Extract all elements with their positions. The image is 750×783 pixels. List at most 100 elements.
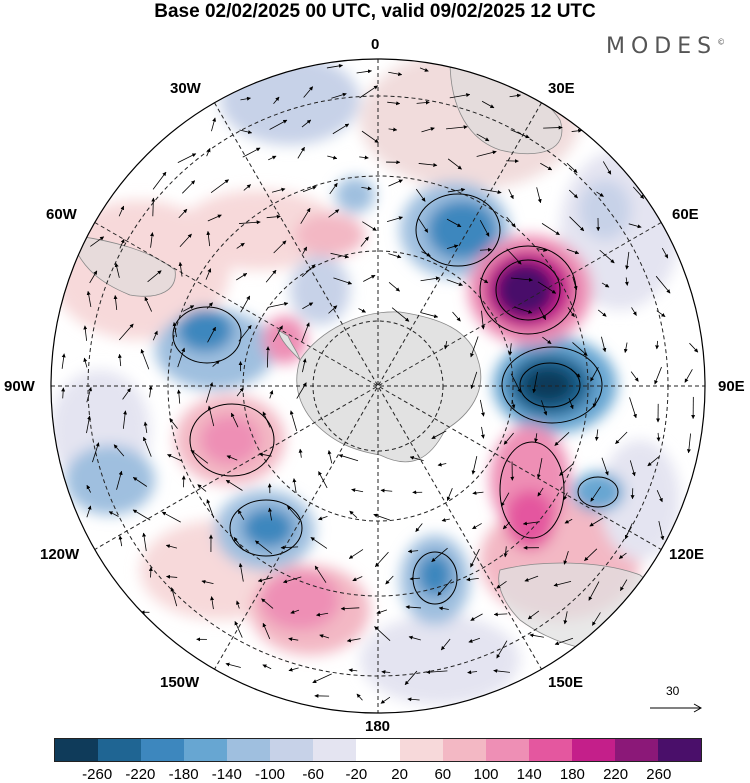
wind-vector (569, 216, 585, 232)
wind-vector (239, 129, 253, 134)
wind-vector (236, 387, 244, 397)
wind-vector (656, 432, 661, 442)
wind-vector (447, 158, 462, 170)
wind-vector (480, 188, 502, 195)
field-layer (51, 59, 705, 713)
wind-vector (418, 163, 438, 167)
wind-vector (287, 505, 301, 521)
wind-vector (288, 667, 299, 672)
wind-vector (166, 574, 178, 579)
wind-vector (206, 302, 213, 309)
wind-vector (178, 208, 188, 219)
wind-vector (543, 125, 563, 130)
wind-vector (132, 509, 151, 521)
wind-vector (625, 251, 630, 270)
wind-vector (522, 521, 540, 526)
wind-vector (601, 336, 607, 353)
wind-vector (122, 387, 131, 400)
wind-vector (388, 282, 400, 292)
wind-vector (387, 101, 401, 106)
wind-vector (426, 670, 448, 675)
wind-vector (182, 305, 195, 312)
wind-vector (431, 547, 448, 562)
wind-vector (684, 369, 693, 383)
wind-vector (629, 460, 636, 477)
wind-vector (479, 399, 485, 417)
colorbar-swatch (270, 739, 314, 761)
wind-vector (132, 477, 148, 487)
wind-vector (211, 117, 217, 132)
wind-vector (572, 342, 588, 356)
wind-vector (352, 576, 363, 582)
wind-vector (280, 545, 299, 550)
wind-vector (298, 448, 303, 458)
wind-vector (599, 249, 615, 264)
wind-vector (481, 100, 495, 109)
wind-vector (230, 412, 239, 428)
colorbar-swatch (55, 739, 99, 761)
wind-vector (407, 697, 420, 702)
wind-vector (303, 86, 314, 98)
wind-vector (419, 67, 429, 72)
wind-vector (205, 382, 214, 403)
wind-vector (358, 308, 366, 313)
wind-vector (572, 276, 578, 291)
wind-vector (686, 433, 691, 454)
wind-vector (362, 221, 377, 231)
wind-vector (257, 577, 273, 583)
wind-vector (182, 180, 196, 194)
polar-stereographic-map (50, 58, 706, 714)
wind-vector (346, 638, 361, 643)
wind-vector (212, 360, 220, 367)
wind-vector (418, 218, 429, 233)
wind-vector (161, 511, 181, 523)
wind-vector (476, 150, 497, 157)
wind-vector (238, 562, 244, 582)
wind-vector (207, 214, 222, 222)
wind-vector (142, 436, 152, 457)
wind-vector (240, 295, 251, 313)
reference-vector: 30 (648, 684, 704, 714)
wind-vector (314, 565, 327, 583)
wind-vector (119, 238, 125, 249)
wind-vector (262, 664, 272, 670)
wind-vector (302, 302, 314, 310)
wind-vector (508, 343, 513, 356)
wind-vector (61, 353, 66, 369)
graticule (51, 59, 705, 713)
wind-vector (441, 518, 450, 522)
wind-vector (407, 549, 419, 554)
wind-vector (118, 323, 134, 341)
wind-vector (564, 518, 573, 524)
wind-vector (476, 133, 490, 142)
colorbar-swatch (528, 739, 572, 761)
wind-vector (563, 550, 569, 565)
wind-vector (302, 186, 317, 193)
wind-vector (258, 452, 272, 457)
wind-vector (302, 246, 308, 255)
lon-label-120e: 120E (669, 546, 705, 563)
wind-vector (329, 182, 338, 195)
wind-vector (449, 93, 471, 99)
map-title: Base 02/02/2025 00 UTC, valid 09/02/2025… (154, 1, 596, 22)
colorbar-tick-label: 260 (646, 766, 672, 783)
wind-vector (438, 606, 449, 611)
wind-vector (331, 92, 347, 99)
brand-text: MODES (606, 34, 718, 59)
colorbar-swatch (184, 739, 228, 761)
wind-vector (596, 191, 604, 197)
wind-vector (255, 540, 273, 555)
wind-vector (532, 371, 538, 394)
lon-label-120w: 120W (40, 546, 80, 563)
wind-vector (571, 128, 583, 133)
colorbar-swatch (313, 739, 357, 761)
wind-vector (265, 269, 277, 283)
wind-vector (509, 93, 522, 98)
colorbar-swatch (227, 739, 271, 761)
wind-vector (584, 548, 598, 562)
wind-vector (408, 635, 421, 641)
wind-vector (330, 252, 350, 259)
lon-label-30e: 30E (548, 80, 575, 97)
wind-vector (240, 96, 251, 101)
wind-vector (388, 253, 402, 259)
